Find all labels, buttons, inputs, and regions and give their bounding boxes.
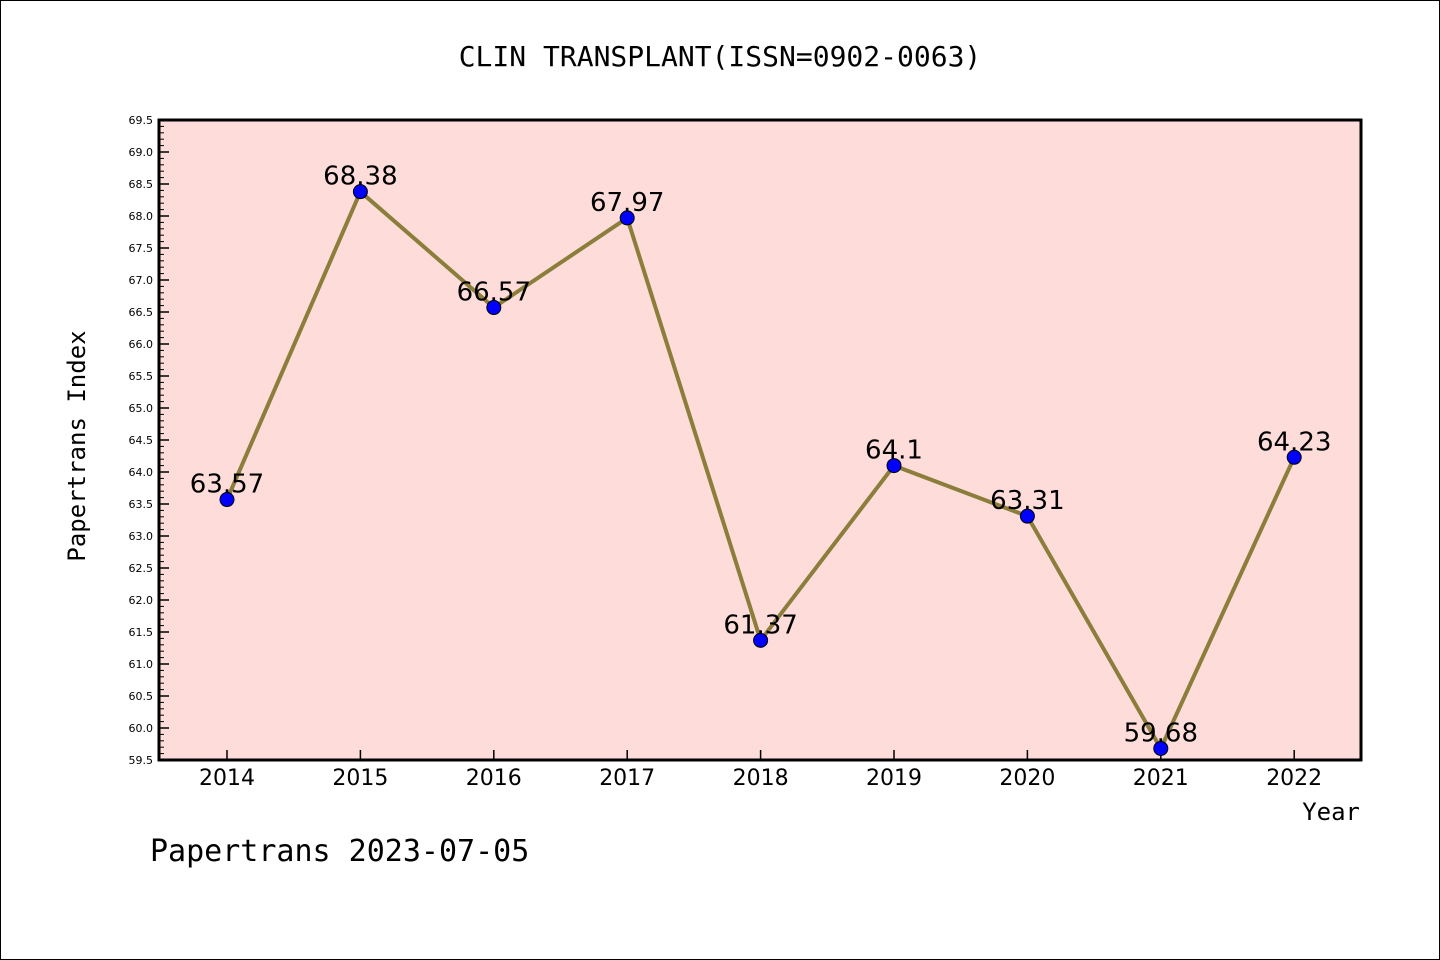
data-point-marker [619,210,635,226]
y-tick-label: 65.5 [129,370,154,383]
x-axis-ticks [226,750,1295,760]
data-label: 61.37 [723,610,797,640]
y-tick-label: 62.0 [129,594,154,607]
data-point-marker [1019,508,1035,524]
data-point-marker [753,632,769,648]
data-label: 63.31 [990,486,1064,516]
y-tick-label: 66.0 [129,338,154,351]
series-markers [219,184,1302,756]
y-tick-label: 60.0 [129,722,154,735]
data-label: 63.57 [190,470,264,500]
x-axis-label: Year [1302,798,1360,826]
data-point-marker [886,458,902,474]
chart-title: CLIN TRANSPLANT(ISSN=0902-0063) [459,40,982,73]
data-point-marker [1153,740,1169,756]
x-tick-label: 2022 [1266,766,1322,791]
data-point-marker [486,300,502,316]
y-tick-label: 69.5 [129,114,154,127]
y-tick-label: 68.5 [129,178,154,191]
y-tick-label: 61.0 [129,658,154,671]
y-tick-label: 63.5 [129,498,154,511]
data-labels: 63.57 68.38 66.57 67.97 61.37 64.1 63.31 59.68 6… [190,162,1332,749]
y-tick-label: 62.5 [129,562,154,575]
y-tick-label: 64.0 [129,466,154,479]
x-tick-label: 2019 [866,766,922,791]
x-tick-label: 2014 [199,766,255,791]
data-point-marker [219,492,235,508]
plot-area [157,118,1363,762]
y-tick-label: 67.5 [129,242,154,255]
y-axis-tick-labels: 59.5 60.0 60.5 61.0 61.5 62.0 62.5 63.0 63.5 64.0… [129,114,154,767]
data-label: 68.38 [323,162,397,192]
y-tick-label: 66.5 [129,306,154,319]
y-tick-label: 67.0 [129,274,154,287]
data-label: 64.1 [865,436,923,466]
y-axis-ticks [159,119,169,761]
x-tick-label: 2018 [733,766,789,791]
x-tick-label: 2020 [999,766,1055,791]
footer-date-stamp: Papertrans 2023-07-05 [150,834,530,869]
y-tick-label: 69.0 [129,146,154,159]
data-label: 66.57 [457,278,531,308]
y-tick-label: 61.5 [129,626,154,639]
y-tick-label: 68.0 [129,210,154,223]
data-label: 67.97 [590,188,664,218]
y-tick-label: 59.5 [129,754,154,767]
x-tick-label: 2017 [599,766,655,791]
x-axis-tick-labels: 2014 2015 2016 2017 2018 2019 2020 2021 2022 [199,766,1322,791]
y-tick-label: 65.0 [129,402,154,415]
data-point-marker [352,184,368,200]
data-label: 59.68 [1124,718,1198,748]
x-tick-label: 2015 [332,766,388,791]
y-axis-label: Papertrans Index [63,330,91,561]
data-point-marker [1286,449,1302,465]
data-label: 64.23 [1257,427,1331,457]
x-tick-label: 2021 [1133,766,1189,791]
x-tick-label: 2016 [466,766,522,791]
y-tick-label: 63.0 [129,530,154,543]
y-tick-label: 60.5 [129,690,154,703]
y-tick-label: 64.5 [129,434,154,447]
